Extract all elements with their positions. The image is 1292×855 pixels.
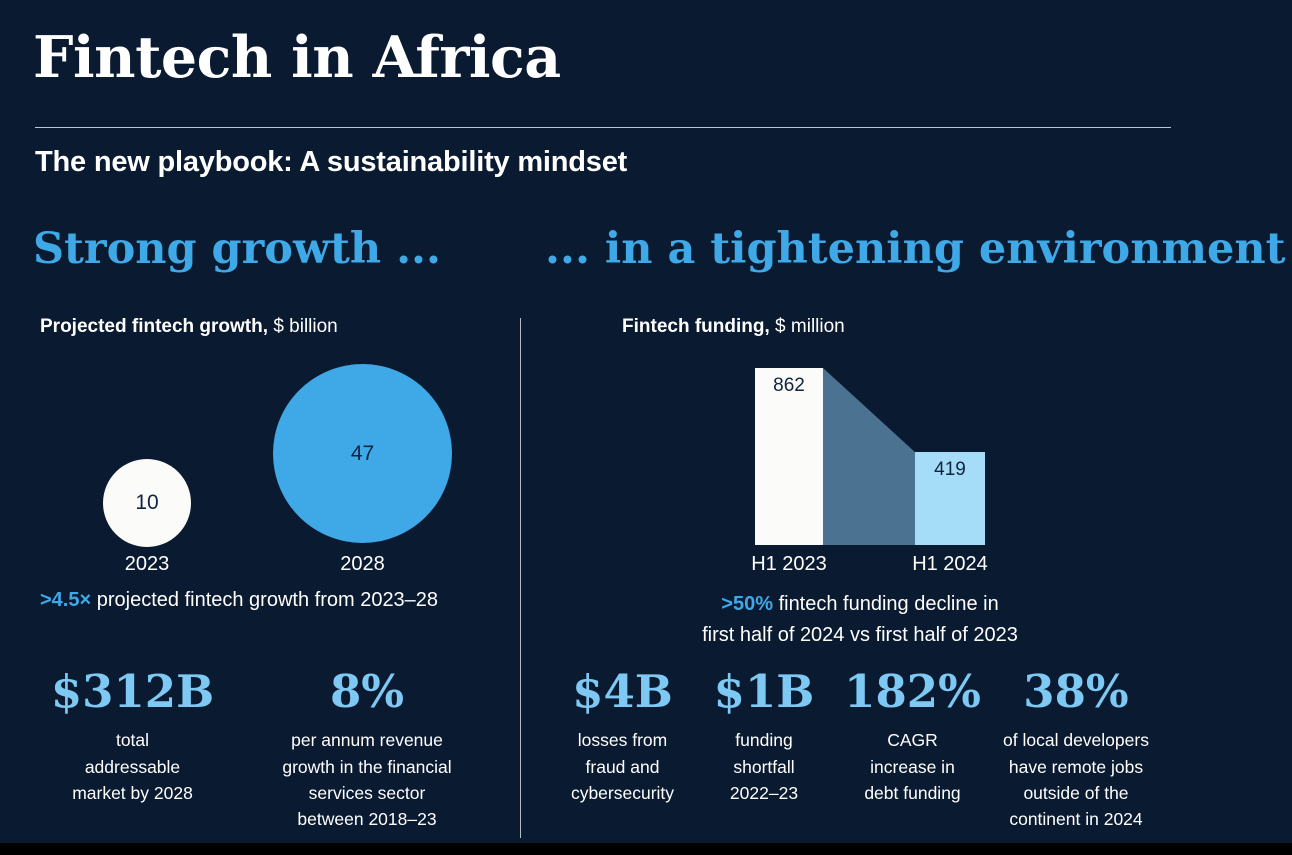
stat-remote-developers: 38% of local developers have remote jobs…	[980, 668, 1172, 832]
bubble-chart-title: Projected fintech growth, $ billion	[40, 316, 338, 338]
bubble-chart-title-text: Projected fintech growth,	[40, 316, 269, 337]
page-title: Fintech in Africa	[33, 24, 561, 91]
bar-chart-title-text: Fintech funding,	[622, 316, 770, 337]
growth-annotation: >4.5× projected fintech growth from 2023…	[40, 589, 438, 612]
section-heading-strong-growth: Strong growth ...	[33, 224, 441, 274]
stat-funding-shortfall-label: funding shortfall 2022–23	[729, 730, 799, 803]
bar-h1-2023-label: H1 2023	[751, 553, 827, 575]
bubble-2023-label: 2023	[124, 553, 170, 575]
stat-revenue-growth: 8% per annum revenue growth in the finan…	[252, 668, 482, 832]
bar-h1-2024: 419	[915, 452, 985, 545]
growth-annotation-highlight: >4.5×	[40, 589, 92, 611]
funding-decline-text: fintech funding decline in	[778, 593, 999, 615]
bubble-2028: 47	[273, 364, 452, 543]
page-subtitle: The new playbook: A sustainability minds…	[35, 146, 628, 178]
bubble-2023-value: 10	[135, 491, 159, 514]
stat-debt-funding-cagr-label: CAGR increase in debt funding	[864, 730, 961, 803]
bubble-2023: 10	[103, 459, 191, 547]
stat-remote-developers-label: of local developers have remote jobs out…	[1003, 730, 1149, 829]
stat-total-addressable-market: $312B total addressable market by 2028	[35, 668, 230, 806]
funding-decline-highlight: >50%	[721, 593, 773, 615]
funding-decline-line1: >50% fintech funding decline in	[638, 589, 1082, 620]
bubble-2028-label: 2028	[340, 553, 385, 575]
stat-fraud-losses-label: losses from fraud and cybersecurity	[570, 730, 675, 803]
vertical-divider	[520, 318, 521, 838]
bar-chart-title: Fintech funding, $ million	[622, 316, 845, 338]
stat-revenue-growth-label: per annum revenue growth in the financia…	[282, 730, 452, 829]
bottom-strip	[0, 843, 1292, 855]
stat-funding-shortfall-value: $1B	[713, 665, 815, 718]
stat-funding-shortfall: $1B funding shortfall 2022–23	[690, 668, 838, 806]
bar-h1-2023-value: 862	[773, 375, 805, 396]
funding-decline-annotation: >50% fintech funding decline in first ha…	[638, 589, 1082, 651]
stat-debt-funding-cagr-value: 182%	[844, 665, 981, 718]
funding-decline-line2: first half of 2024 vs first half of 2023	[702, 624, 1018, 646]
stat-total-addressable-market-value: $312B	[50, 665, 215, 718]
stat-total-addressable-market-label: total addressable market by 2028	[72, 730, 193, 803]
bubble-2028-value: 47	[350, 441, 375, 465]
title-divider	[35, 127, 1171, 128]
stat-fraud-losses: $4B losses from fraud and cybersecurity	[540, 668, 705, 806]
bar-h1-2024-label: H1 2024	[912, 553, 988, 575]
growth-annotation-text: projected fintech growth from 2023–28	[96, 589, 439, 611]
bar-decline-connector	[823, 368, 915, 545]
stat-debt-funding-cagr: 182% CAGR increase in debt funding	[830, 668, 995, 806]
bar-chart-unit: $ million	[775, 316, 845, 337]
stat-remote-developers-value: 38%	[1023, 665, 1129, 718]
stat-revenue-growth-value: 8%	[329, 665, 405, 718]
section-heading-tightening-environment: ... in a tightening environment	[545, 224, 1286, 274]
bubble-chart-unit: $ billion	[273, 316, 338, 337]
stat-fraud-losses-value: $4B	[572, 665, 673, 718]
bar-h1-2024-value: 419	[934, 459, 966, 480]
bar-h1-2023: 862	[755, 368, 823, 545]
